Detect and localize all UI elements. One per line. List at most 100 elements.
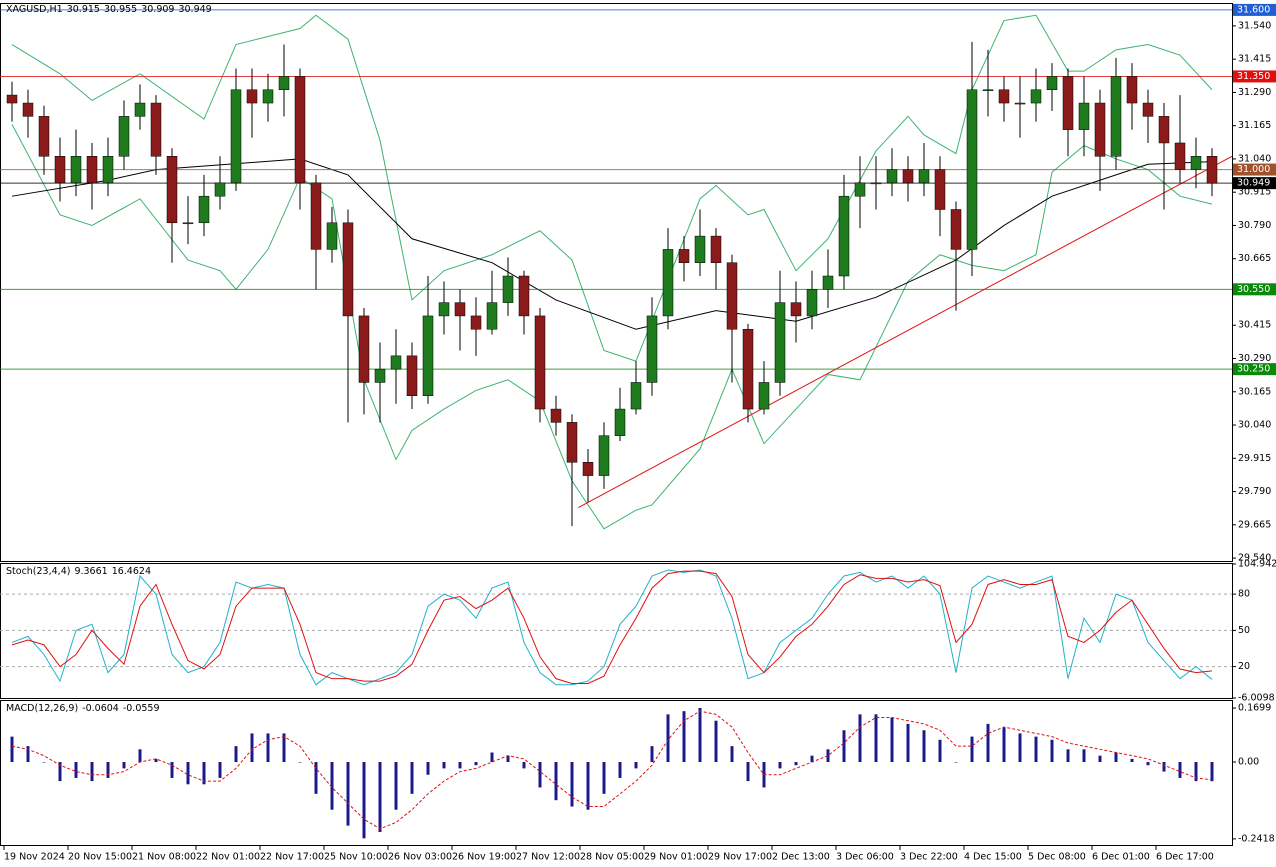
indicator-value: 9.3661 bbox=[74, 566, 108, 577]
candle-body bbox=[486, 302, 498, 330]
candle-body bbox=[710, 235, 722, 263]
y-tick-label: 50 bbox=[1238, 625, 1250, 636]
candle-body bbox=[278, 76, 290, 90]
candle-body bbox=[502, 275, 514, 303]
macd-signal bbox=[11, 710, 1213, 830]
y-tick-label: 29.915 bbox=[1238, 453, 1271, 464]
x-tick-label: 5 Dec 08:00 bbox=[1028, 852, 1086, 863]
level-tag bbox=[1233, 177, 1276, 190]
macd-bar bbox=[346, 762, 350, 826]
main-panel bbox=[0, 3, 1233, 562]
candle-body bbox=[822, 275, 834, 290]
macd-bar bbox=[874, 714, 878, 763]
y-tick-label: -6.0098 bbox=[1238, 693, 1275, 704]
candle-body bbox=[406, 355, 418, 397]
macd-bar bbox=[778, 762, 782, 769]
candle-body bbox=[38, 116, 50, 157]
macd-bar bbox=[922, 730, 926, 763]
level-label: 30.949 bbox=[1237, 178, 1270, 189]
x-tick-label: 29 Nov 17:00 bbox=[708, 852, 772, 863]
candle-body bbox=[1110, 76, 1122, 157]
y-tick-label: 30.290 bbox=[1238, 353, 1271, 364]
macd-bar bbox=[234, 746, 238, 763]
macd-bar bbox=[714, 720, 718, 763]
y-tick-label: 30.915 bbox=[1238, 187, 1271, 198]
macd-bar bbox=[634, 762, 638, 769]
macd-bar bbox=[490, 752, 494, 763]
y-tick-label: 31.290 bbox=[1238, 87, 1271, 98]
y-tick-label: 29.790 bbox=[1238, 486, 1271, 497]
y-tick-label: 30.040 bbox=[1238, 420, 1271, 431]
macd-bar bbox=[474, 762, 478, 766]
candle-body bbox=[390, 355, 402, 370]
macd-bar bbox=[1018, 733, 1022, 763]
indicator-line bbox=[11, 158, 1213, 330]
candle-body bbox=[582, 462, 594, 476]
macd-bar bbox=[586, 762, 590, 810]
macd-bar bbox=[106, 762, 110, 778]
indicator-line bbox=[11, 14, 1213, 362]
macd-bar bbox=[1098, 755, 1102, 763]
candle-body bbox=[534, 315, 546, 410]
candle-body bbox=[470, 315, 482, 330]
candle-body bbox=[934, 169, 946, 210]
candle-body bbox=[1190, 156, 1202, 170]
indicator-value: 16.4624 bbox=[111, 566, 151, 577]
macd-bar bbox=[506, 755, 510, 763]
macd-bar bbox=[666, 714, 670, 763]
candle-body bbox=[326, 222, 338, 250]
candle-body bbox=[774, 302, 786, 383]
macd-bar bbox=[682, 711, 686, 763]
macd-bar bbox=[170, 762, 174, 778]
candle-body bbox=[422, 315, 434, 397]
candle-body bbox=[886, 169, 898, 184]
y-tick-label: 80 bbox=[1238, 589, 1250, 600]
x-tick-label: 2 Dec 13:00 bbox=[772, 852, 830, 863]
candle-body bbox=[806, 289, 818, 317]
indicator-line bbox=[578, 155, 1233, 508]
macd-bar bbox=[650, 746, 654, 763]
x-tick-label: 27 Nov 12:00 bbox=[516, 852, 580, 863]
macd-bar bbox=[554, 762, 558, 801]
macd-bar bbox=[42, 762, 46, 763]
candle-body bbox=[214, 182, 226, 197]
y-tick-label: 31.540 bbox=[1238, 20, 1271, 31]
candle-body bbox=[694, 235, 706, 263]
macd-bar bbox=[154, 758, 158, 763]
level-tag bbox=[1233, 163, 1276, 176]
level-tag bbox=[1233, 283, 1276, 296]
macd-bar bbox=[890, 717, 894, 763]
candle-body bbox=[614, 408, 626, 436]
candle-body bbox=[182, 222, 194, 225]
y-tick-label: 0.00 bbox=[1238, 757, 1259, 768]
macd-bar bbox=[538, 762, 542, 788]
macd-bar bbox=[442, 762, 446, 769]
candle-body bbox=[662, 249, 674, 317]
ohlc: 30.949 bbox=[178, 4, 212, 15]
candle-body bbox=[902, 169, 914, 184]
macd-bar bbox=[954, 762, 958, 763]
symbol: XAGUSD,H1 bbox=[6, 4, 63, 15]
level-tag bbox=[1233, 3, 1276, 16]
macd-bar bbox=[122, 762, 126, 769]
x-tick-label: 4 Dec 15:00 bbox=[964, 852, 1022, 863]
candle-body bbox=[1142, 102, 1154, 117]
candle-body bbox=[566, 422, 578, 463]
y-tick-label: 104.9428 bbox=[1238, 559, 1276, 570]
candle-body bbox=[950, 209, 962, 250]
candle-body bbox=[454, 302, 466, 317]
candle-body bbox=[70, 156, 82, 184]
macd-bar bbox=[1050, 739, 1054, 763]
candle-body bbox=[998, 89, 1010, 104]
macd-bar bbox=[330, 762, 334, 810]
candle-body bbox=[1062, 76, 1074, 130]
macd-bar bbox=[458, 762, 462, 769]
macd-bar bbox=[266, 733, 270, 763]
macd-bar bbox=[794, 762, 798, 766]
macd-bar bbox=[426, 762, 430, 775]
candle-body bbox=[358, 315, 370, 383]
indicator-name: Stoch(23,4,4) bbox=[6, 566, 71, 577]
ohlc: 30.915 bbox=[66, 4, 100, 15]
macd-header: MACD(12,26,9) -0.0604 -0.0559 bbox=[6, 703, 164, 714]
candle-body bbox=[230, 89, 242, 184]
